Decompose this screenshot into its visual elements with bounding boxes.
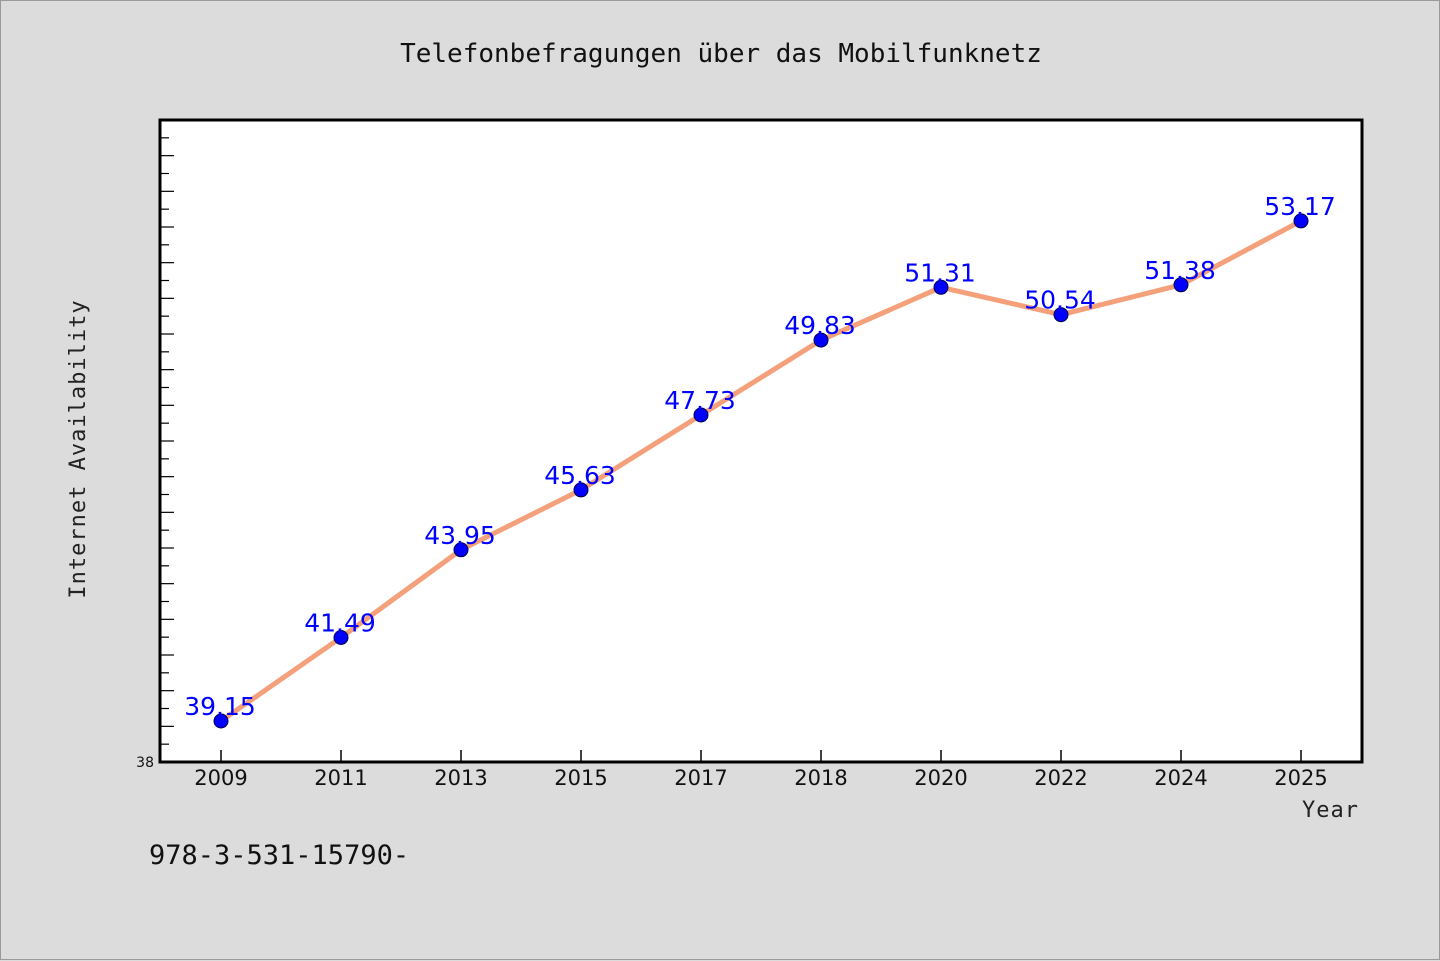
x-axis-title: Year [1302, 798, 1359, 823]
data-point-marker [933, 279, 949, 295]
y-axis-ticks [160, 137, 174, 745]
x-tick-label: 2015 [554, 766, 607, 790]
chart-title: Telefonbefragungen über das Mobilfunknet… [400, 39, 1042, 69]
data-point-marker [1053, 307, 1069, 323]
x-axis-ticks [220, 750, 1302, 762]
data-point-marker [453, 542, 469, 558]
data-labels: 39.15 41.49 43.95 45.63 47.73 49.83 51.31 50.54… [184, 192, 1336, 721]
data-value-label: 50.54 [1024, 286, 1096, 315]
y-axis-min-label: 38 [136, 755, 154, 771]
x-tick-label: 2020 [914, 766, 967, 790]
data-value-label: 49.83 [784, 311, 856, 340]
data-value-label: 53.17 [1264, 192, 1336, 221]
y-axis-title: Internet Availability [66, 299, 91, 598]
data-point-marker [693, 407, 709, 423]
data-point-marker [813, 332, 829, 348]
x-tick-label: 2011 [314, 766, 367, 790]
data-point-marker [1173, 277, 1189, 293]
footer-isbn-text: 978-3-531-15790- [149, 840, 409, 871]
data-value-label: 45.63 [544, 461, 616, 490]
x-tick-label: 2013 [434, 766, 487, 790]
data-value-label: 51.38 [1144, 256, 1216, 285]
data-value-label: 43.95 [424, 521, 496, 550]
data-point-marker [333, 630, 349, 645]
data-point-marker [213, 713, 229, 729]
data-value-label: 41.49 [304, 609, 376, 638]
x-tick-label: 2022 [1034, 766, 1087, 790]
x-tick-label: 2018 [794, 766, 847, 790]
data-value-label: 39.15 [184, 692, 256, 721]
x-axis-tick-labels: 2009 2011 2013 2015 2017 2018 2020 2022 2024 2025 [194, 766, 1327, 790]
data-markers [213, 213, 1309, 729]
x-tick-label: 2025 [1274, 766, 1327, 790]
x-tick-label: 2024 [1154, 766, 1207, 790]
data-value-label: 47.73 [664, 386, 736, 415]
data-value-label: 51.31 [904, 258, 976, 287]
data-point-marker [1293, 213, 1309, 229]
x-tick-label: 2017 [674, 766, 727, 790]
x-tick-label: 2009 [194, 766, 247, 790]
data-point-marker [573, 482, 589, 498]
series-line [218, 218, 1304, 724]
plot-area [158, 118, 1364, 764]
